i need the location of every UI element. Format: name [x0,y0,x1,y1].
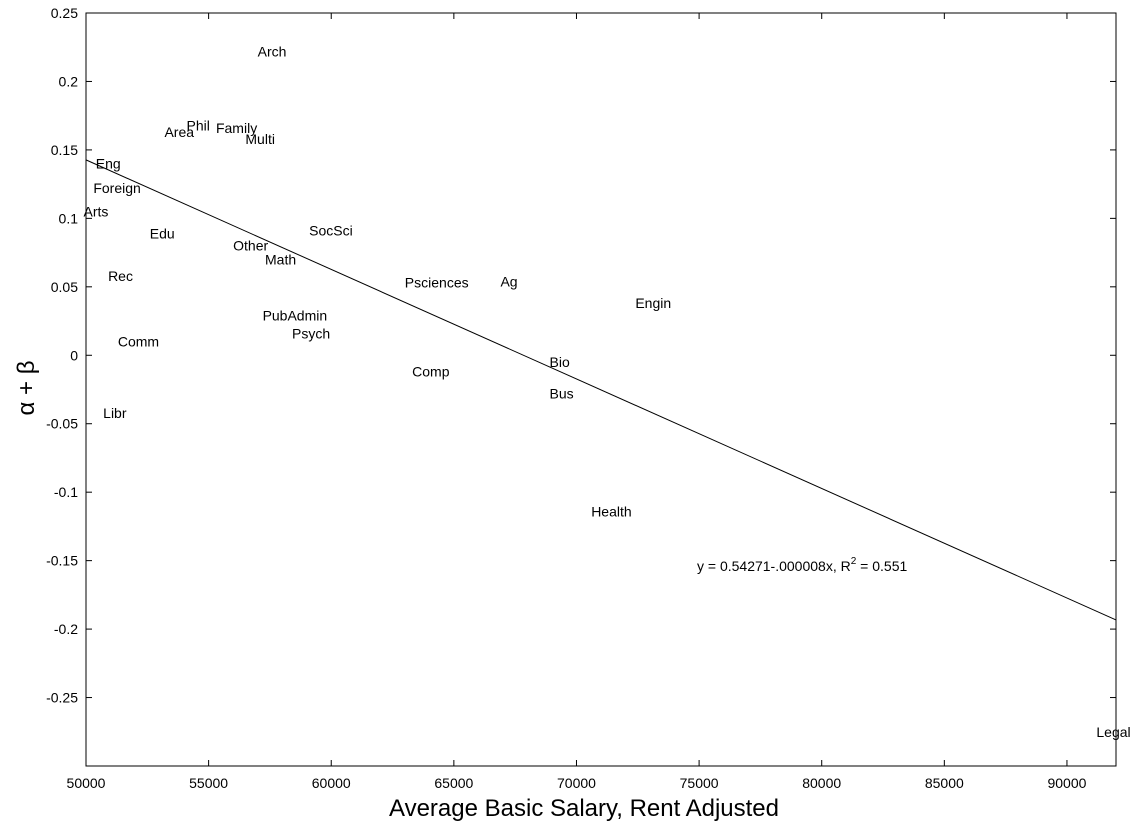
x-tick-label: 85000 [925,775,964,791]
point-label-ag: Ag [500,273,517,289]
point-label-health: Health [591,503,631,519]
point-label-foreign: Foreign [93,180,140,196]
x-axis-title: Average Basic Salary, Rent Adjusted [389,795,779,822]
point-label-phil: Phil [187,117,210,133]
x-tick-label: 65000 [434,775,473,791]
point-label-multi: Multi [245,131,275,147]
point-label-comp: Comp [412,364,450,380]
point-label-family: Family [216,120,257,136]
point-label-rec: Rec [108,268,133,284]
y-tick-label: -0.25 [46,690,78,706]
x-tick-label: 75000 [680,775,719,791]
point-label-socsci: SocSci [309,223,353,239]
regression-line [85,159,1117,621]
y-axis-title: α + β [13,360,40,415]
x-tick-label: 90000 [1047,775,1086,791]
x-tick-label: 55000 [189,775,228,791]
point-label-arts: Arts [84,204,109,220]
plot-frame [85,12,1117,767]
point-label-eng: Eng [96,156,121,172]
y-tick-label: -0.2 [54,621,78,637]
y-tick-label: -0.15 [46,553,78,569]
y-tick-label: 0.2 [59,73,79,89]
point-label-arch: Arch [258,43,287,59]
y-tick-label: 0.15 [51,142,78,158]
point-label-math: Math [265,251,296,267]
point-label-edu: Edu [150,225,175,241]
point-label-comm: Comm [118,334,159,350]
y-tick-label: 0.25 [51,5,78,21]
y-tick-label: 0 [70,347,78,363]
point-label-engin: Engin [635,295,671,311]
y-tick-label: -0.05 [46,416,78,432]
y-tick-label: -0.1 [54,484,78,500]
point-label-bio: Bio [550,354,570,370]
point-label-psciences: Psciences [405,275,469,291]
point-label-area: Area [164,124,194,140]
point-label-libr: Libr [103,405,127,421]
x-tick-label: 50000 [67,775,106,791]
point-label-pubadmin: PubAdmin [263,308,328,324]
x-tick-label: 80000 [802,775,841,791]
point-label-other: Other [233,238,268,254]
y-tick-label: 0.05 [51,279,78,295]
x-tick-label: 70000 [557,775,596,791]
x-tick-label: 60000 [312,775,351,791]
point-label-psych: Psych [292,325,330,341]
fit-equation-annotation: y = 0.54271-.000008x, R2 = 0.551 [697,556,908,574]
y-tick-label: 0.1 [59,210,79,226]
point-label-bus: Bus [550,386,574,402]
point-label-legal: Legal [1096,724,1130,740]
